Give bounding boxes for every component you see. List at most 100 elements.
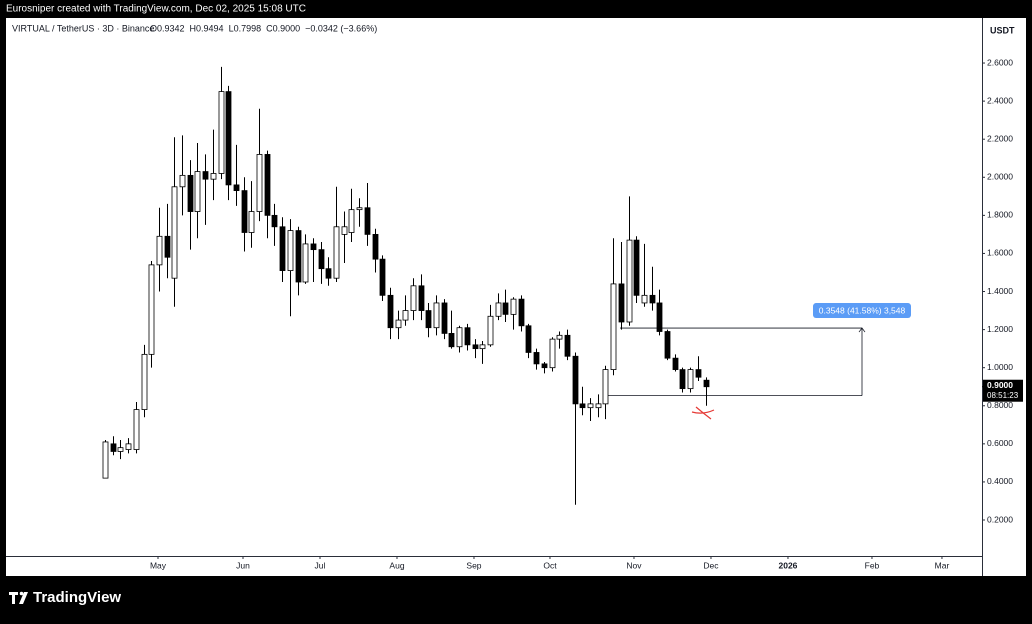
candle-body xyxy=(633,239,640,296)
candle-body xyxy=(356,207,363,211)
candle-body xyxy=(241,190,248,233)
candle-body xyxy=(325,268,332,279)
candle-body xyxy=(348,209,355,233)
candle-body xyxy=(533,352,540,365)
price-label: 0.9000 xyxy=(987,380,1013,390)
chart-area xyxy=(6,18,1026,576)
y-tick-label: 2.6000 xyxy=(987,57,1013,67)
candle-body xyxy=(333,226,340,279)
y-tick-label: 1.8000 xyxy=(987,210,1013,220)
candle-body xyxy=(248,211,255,233)
y-tick-label: 0.8000 xyxy=(987,400,1013,410)
candle-body xyxy=(464,327,471,346)
candle-body xyxy=(487,315,494,346)
y-tick-label: 1.2000 xyxy=(987,324,1013,334)
candle-body xyxy=(456,327,463,348)
x-tick-label: May xyxy=(150,560,167,570)
candle-body xyxy=(264,154,271,216)
y-tick-label: 0.4000 xyxy=(987,476,1013,486)
x-tick-label: 2026 xyxy=(779,560,798,570)
candle-body xyxy=(210,173,217,180)
x-tick-label: Jul xyxy=(315,560,326,570)
candle-body xyxy=(194,171,201,212)
y-tick-label: 0.6000 xyxy=(987,438,1013,448)
candle-body xyxy=(425,310,432,329)
countdown: 08:51:23 xyxy=(987,391,1019,400)
x-tick-label: Jun xyxy=(236,560,250,570)
candle-body xyxy=(387,294,394,329)
candle-body xyxy=(579,403,586,409)
measure-label-box xyxy=(813,303,911,319)
candle-body xyxy=(556,334,563,340)
candle-body xyxy=(164,235,171,258)
price-label-box xyxy=(983,379,1023,402)
candle-body xyxy=(271,214,278,228)
x-tick-label: Dec xyxy=(703,560,719,570)
candle-body xyxy=(141,353,148,410)
candle-body xyxy=(341,226,348,235)
candle-body xyxy=(595,403,602,409)
candle-body xyxy=(649,294,656,304)
candle-body xyxy=(472,344,479,350)
candle-body xyxy=(448,333,455,348)
candle-body xyxy=(518,298,525,327)
candle-body xyxy=(525,325,532,353)
candle-body xyxy=(117,447,124,452)
candle-body xyxy=(171,186,178,279)
candle-body xyxy=(187,174,194,212)
cross-marker xyxy=(691,406,715,420)
candle-body xyxy=(441,302,448,334)
candle-body xyxy=(287,230,294,271)
candle-body xyxy=(679,369,686,390)
candle-body xyxy=(110,443,117,452)
candle-body xyxy=(225,91,232,186)
candle-body xyxy=(202,171,209,180)
candle-body xyxy=(564,334,571,357)
x-tick-label: Sep xyxy=(466,560,481,570)
candle-body xyxy=(125,443,132,450)
candle-body xyxy=(641,294,648,304)
candle-body xyxy=(295,230,302,283)
legend-change: −0.0342 (−3.66%) xyxy=(305,23,377,33)
candle-body xyxy=(502,302,509,315)
x-tick-label: Aug xyxy=(389,560,404,570)
legend-ohlc: C0.9000 xyxy=(266,23,300,33)
candle-body xyxy=(602,369,609,405)
y-tick-label: 1.0000 xyxy=(987,362,1013,372)
brand-logo xyxy=(9,591,28,604)
candle-body xyxy=(372,233,379,260)
candle-body xyxy=(256,154,263,212)
candle-body xyxy=(102,441,109,479)
candle-body xyxy=(656,302,663,332)
candle-body xyxy=(618,283,625,323)
y-tick-label: 2.0000 xyxy=(987,172,1013,182)
x-tick-label: Feb xyxy=(865,560,880,570)
candle-body xyxy=(703,379,710,388)
candle-body xyxy=(695,369,702,378)
candle-body xyxy=(433,302,440,329)
candle-body xyxy=(402,310,409,321)
legend-ohlc: O0.9342 xyxy=(150,23,185,33)
candle-body xyxy=(279,226,286,271)
candle-body xyxy=(479,344,486,350)
candle-body xyxy=(364,207,371,235)
candle-body xyxy=(418,285,425,311)
candle-body xyxy=(495,302,502,317)
legend-symbol: VIRTUAL / TetherUS · 3D · Binance xyxy=(12,23,154,33)
candle-body xyxy=(510,298,517,315)
candle-body xyxy=(302,243,309,283)
candle-body xyxy=(541,363,548,369)
candle-body xyxy=(672,357,679,370)
header-title: Eurosniper created with TradingView.com,… xyxy=(6,4,306,15)
candle-body xyxy=(572,355,579,405)
measure-arrowhead xyxy=(858,327,866,333)
candle-body xyxy=(664,331,671,359)
candle-body xyxy=(156,235,163,266)
candle-body xyxy=(310,243,317,251)
y-tick-label: 2.4000 xyxy=(987,95,1013,105)
candle-body xyxy=(133,409,140,450)
brand: TradingView xyxy=(33,589,121,606)
candle-body xyxy=(549,338,556,369)
x-tick-label: Nov xyxy=(626,560,642,570)
